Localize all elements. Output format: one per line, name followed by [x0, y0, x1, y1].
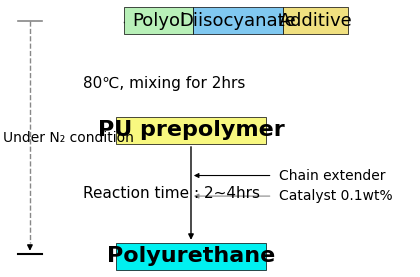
Text: Polyol: Polyol [132, 12, 185, 30]
Text: PU prepolymer: PU prepolymer [97, 120, 284, 140]
FancyBboxPatch shape [116, 243, 266, 270]
Text: 80℃, mixing for 2hrs: 80℃, mixing for 2hrs [83, 76, 245, 91]
FancyBboxPatch shape [193, 7, 283, 34]
FancyBboxPatch shape [283, 7, 348, 34]
FancyBboxPatch shape [124, 7, 193, 34]
Text: Under N₂ condition: Under N₂ condition [3, 132, 134, 145]
Text: Polyurethane: Polyurethane [107, 247, 275, 266]
Text: Diisocyanate: Diisocyanate [179, 12, 296, 30]
Text: Additive: Additive [278, 12, 352, 30]
FancyBboxPatch shape [116, 117, 266, 144]
Text: Reaction time : 2~4hrs: Reaction time : 2~4hrs [83, 186, 260, 201]
Text: Catalyst 0.1wt%: Catalyst 0.1wt% [278, 189, 392, 203]
Text: Chain extender: Chain extender [278, 168, 385, 183]
